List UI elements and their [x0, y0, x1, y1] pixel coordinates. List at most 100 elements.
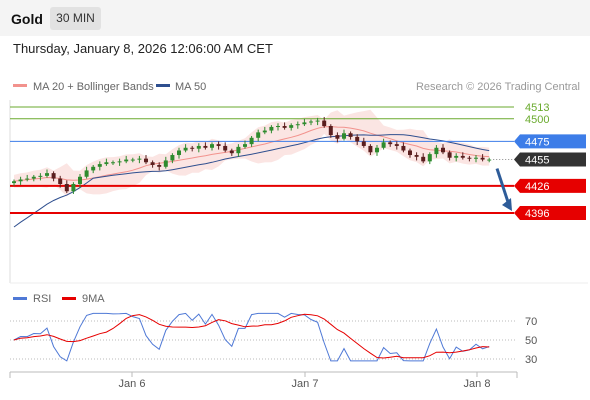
candle [408, 148, 412, 158]
ma50-legend-label: MA 50 [175, 81, 206, 93]
candle [163, 156, 168, 169]
level-tag-4455 [514, 152, 586, 167]
candle [58, 175, 63, 188]
candle [91, 164, 96, 174]
timeframe-button[interactable]: 30 MIN [50, 7, 101, 30]
forecast-arrow-shaft [495, 168, 511, 206]
candle [447, 150, 452, 161]
candle [454, 153, 459, 162]
candle [394, 141, 399, 150]
forecast-arrow-head [502, 198, 512, 211]
rsi-legend-label: RSI [33, 293, 51, 305]
price-levels [10, 106, 514, 214]
candle [18, 176, 23, 185]
x-axis-ticks: Jan 6 Jan 7 Jan 8 [119, 372, 491, 390]
candle [12, 179, 16, 186]
rsi-tick-50: 50 [525, 335, 537, 347]
level-label-4500: 4500 [525, 114, 549, 126]
candle [427, 152, 432, 165]
candle [249, 135, 254, 147]
candle [342, 129, 346, 141]
candle [355, 134, 360, 146]
candle [216, 141, 221, 150]
candle [157, 162, 162, 171]
candle [31, 174, 36, 182]
level-tag-4475 [514, 134, 586, 149]
rsi-tick-70: 70 [525, 316, 537, 328]
candle [144, 155, 148, 165]
candle [289, 123, 294, 131]
candle [309, 119, 313, 126]
candle [328, 124, 333, 138]
candle [104, 158, 109, 166]
x-tick-label: Jan 6 [119, 378, 146, 390]
candle [25, 174, 30, 182]
candle [441, 144, 445, 155]
moving-averages [13, 126, 490, 228]
header-bar: Gold 30 MIN [0, 0, 590, 36]
instrument-title: Gold [11, 11, 43, 27]
candle [177, 147, 181, 159]
candle [467, 155, 472, 162]
level-label-4475: 4475 [525, 136, 549, 148]
bb-legend-swatch [13, 84, 27, 87]
candle [474, 155, 478, 163]
level-label-4513: 4513 [525, 102, 549, 114]
bollinger-band-area [14, 109, 490, 197]
candle [302, 118, 307, 127]
candle [111, 160, 115, 165]
candle [348, 131, 353, 140]
candle [414, 152, 419, 161]
candle [368, 144, 373, 156]
candle [236, 144, 241, 157]
candle [51, 171, 56, 182]
candle [71, 182, 76, 194]
candle [262, 126, 267, 135]
x-tick-label: Jan 8 [464, 378, 491, 390]
ma50-legend-swatch [156, 84, 170, 87]
candle [97, 161, 102, 171]
ma9-legend-label: 9MA [82, 293, 105, 305]
candle [130, 157, 135, 163]
candle [124, 155, 129, 164]
level-label-4396: 4396 [525, 208, 549, 220]
candle [487, 157, 492, 163]
candle [183, 144, 188, 153]
candle [322, 116, 327, 128]
candle [137, 155, 142, 164]
candle [150, 160, 155, 168]
candle [78, 174, 82, 188]
candle [223, 142, 228, 153]
level-label-4455: 4455 [525, 155, 549, 167]
candle [480, 154, 485, 162]
candle [295, 121, 300, 129]
candle [335, 132, 340, 143]
candle [45, 169, 49, 178]
candle [38, 173, 43, 181]
candle [315, 117, 320, 126]
candle [276, 123, 280, 131]
level-label-4426: 4426 [525, 181, 549, 193]
ma9-legend-swatch [62, 297, 76, 300]
rsi-line [13, 312, 490, 362]
bollinger-band [14, 109, 490, 197]
candle [243, 140, 247, 149]
candle [388, 140, 393, 147]
candle [84, 166, 89, 179]
candle [210, 142, 214, 151]
forecast-arrow [495, 168, 512, 211]
rsi-ma9-line [13, 313, 490, 359]
rsi-panel: 70 50 30 [10, 312, 537, 366]
candle [375, 145, 379, 156]
candle [256, 129, 261, 142]
bb-legend-label: MA 20 + Bollinger Bands [33, 81, 154, 93]
copyright-note: Research © 2026 Trading Central [416, 81, 580, 93]
candle [64, 180, 69, 194]
rsi-tick-30: 30 [525, 354, 537, 366]
candle [117, 158, 122, 166]
level-tag-4426 [514, 178, 586, 193]
candle [401, 142, 406, 153]
candle [434, 145, 439, 158]
